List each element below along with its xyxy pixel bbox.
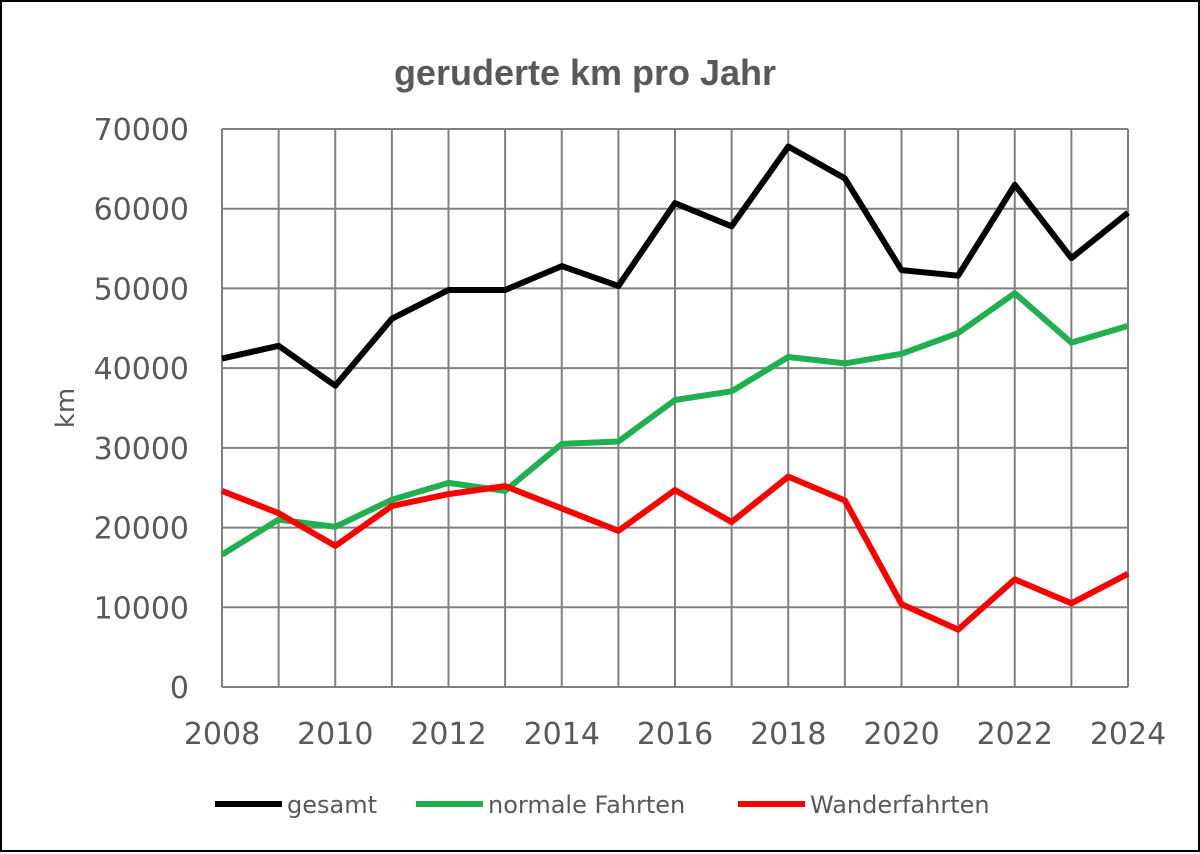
- x-tick-label: 2010: [297, 717, 373, 752]
- y-tick-label: 20000: [94, 512, 189, 547]
- y-tick-label: 40000: [94, 352, 189, 387]
- x-tick-label: 2012: [410, 717, 486, 752]
- y-tick-label: 10000: [94, 591, 189, 626]
- x-tick-label: 2024: [1090, 717, 1166, 752]
- x-tick-label: 2014: [524, 717, 600, 752]
- legend-item: gesamt: [215, 791, 377, 819]
- x-tick-label: 2016: [637, 717, 713, 752]
- series-line-normale-fahrten: [220, 290, 1129, 558]
- legend-label: normale Fahrten: [488, 791, 685, 819]
- legend-item: Wanderfahrten: [738, 791, 990, 819]
- y-tick-label: 50000: [94, 272, 189, 307]
- grid: [221, 128, 1129, 688]
- y-axis-label: km: [51, 388, 81, 428]
- legend-label: Wanderfahrten: [810, 791, 990, 819]
- series-lines: [220, 143, 1130, 633]
- x-tick-label: 2022: [977, 717, 1053, 752]
- x-tick-label: 2018: [750, 717, 826, 752]
- y-tick-label: 70000: [94, 113, 189, 148]
- x-tick-label: 2008: [184, 717, 260, 752]
- y-tick-label: 0: [170, 671, 189, 706]
- series-line-wanderfahrten: [220, 473, 1130, 633]
- y-tick-label: 60000: [94, 193, 189, 228]
- series-line-gesamt: [221, 143, 1130, 389]
- y-tick-labels: 0 10000 20000 30000 40000 50000 60000 70000: [94, 113, 189, 706]
- legend: gesamt normale Fahrten Wanderfahrten: [215, 791, 990, 819]
- legend-label: gesamt: [287, 791, 377, 819]
- legend-item: normale Fahrten: [416, 791, 685, 819]
- x-tick-labels: 2008 2010 2012 2014 2016 2018 2020 2022 2024: [184, 717, 1166, 752]
- y-tick-label: 30000: [94, 432, 189, 467]
- chart-title: geruderte km pro Jahr: [394, 52, 776, 93]
- x-tick-label: 2020: [863, 717, 939, 752]
